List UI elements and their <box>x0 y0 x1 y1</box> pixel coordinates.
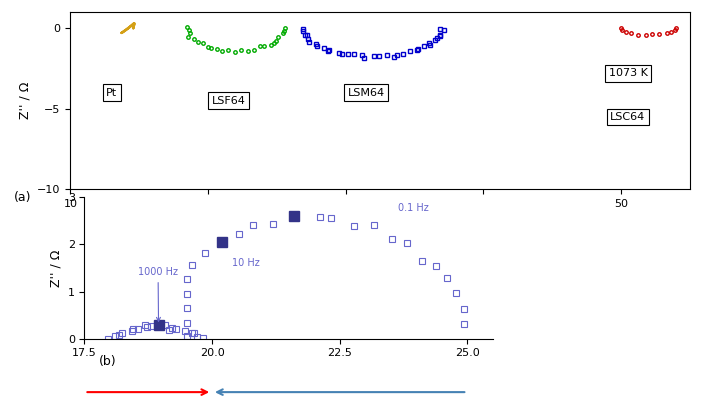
Text: LSF64: LSF64 <box>212 96 246 106</box>
Text: (b): (b) <box>99 355 116 368</box>
Text: (a): (a) <box>14 191 32 204</box>
Text: $R_S$: $R_S$ <box>131 402 150 403</box>
Text: 10 Hz: 10 Hz <box>232 258 260 268</box>
Y-axis label: Z'' / Ω: Z'' / Ω <box>19 82 32 119</box>
X-axis label: Z' / Ω: Z' / Ω <box>363 215 397 228</box>
Text: 0.1 Hz: 0.1 Hz <box>398 203 429 213</box>
Text: Pt: Pt <box>106 88 118 98</box>
Text: LSM64: LSM64 <box>348 88 385 98</box>
Text: 1000 Hz: 1000 Hz <box>138 267 178 321</box>
Text: $R_P$: $R_P$ <box>315 402 334 403</box>
Text: 1073 K: 1073 K <box>608 69 648 78</box>
Text: $Z'$ / $\Omega$: $Z'$ / $\Omega$ <box>436 402 472 403</box>
Y-axis label: Z'' / Ω: Z'' / Ω <box>49 249 62 287</box>
Text: LSC64: LSC64 <box>610 112 646 122</box>
